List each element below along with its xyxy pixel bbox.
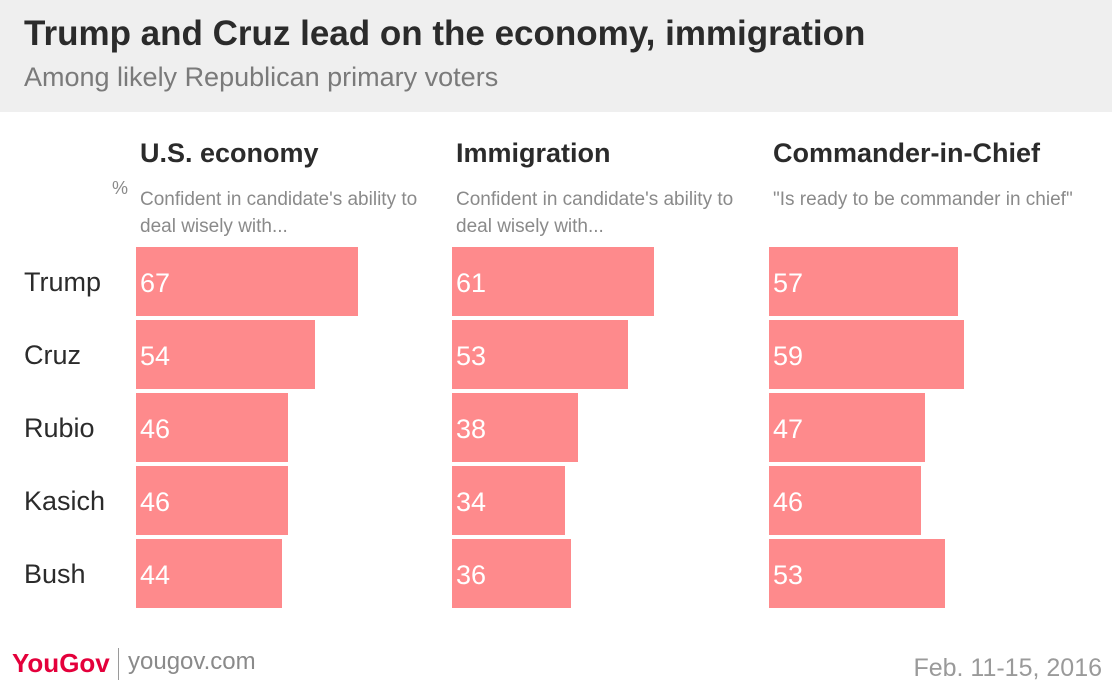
panel-title: U.S. economy <box>140 138 319 168</box>
row-label: Trump <box>24 267 102 297</box>
bar: 53 <box>452 320 628 389</box>
bar-value-label: 47 <box>773 414 804 444</box>
bar: 36 <box>452 539 571 608</box>
bar: 59 <box>769 320 964 389</box>
bar-value-label: 57 <box>773 268 804 298</box>
bar: 46 <box>136 393 288 462</box>
bar: 54 <box>136 320 315 389</box>
bar: 46 <box>136 466 288 535</box>
bar-value-label: 38 <box>456 414 487 444</box>
bar: 46 <box>769 466 921 535</box>
bar-value-label: 53 <box>773 560 804 590</box>
bar: 38 <box>452 393 578 462</box>
bar-value-label: 46 <box>140 487 171 517</box>
row-label: Bush <box>24 559 86 589</box>
bar: 53 <box>769 539 945 608</box>
chart-subtitle: Among likely Republican primary voters <box>24 62 499 92</box>
unit-label: % <box>112 178 129 198</box>
bar-value-label: 34 <box>456 487 487 517</box>
bar: 44 <box>136 539 282 608</box>
bar-value-label: 59 <box>773 341 804 371</box>
row-label: Rubio <box>24 413 95 443</box>
footer-site: yougov.com <box>128 648 256 675</box>
panel-description: Confident in candidate's ability to deal… <box>456 189 734 237</box>
bar: 57 <box>769 247 958 316</box>
bar-value-label: 67 <box>140 268 171 298</box>
bar-value-label: 61 <box>456 268 487 298</box>
bar-value-label: 44 <box>140 560 171 590</box>
bar-value-label: 54 <box>140 341 171 371</box>
panel: U.S. economy Confident in candidate's abi… <box>136 130 466 610</box>
bar: 67 <box>136 247 358 316</box>
panel: Commander-in-Chief "Is ready to be comman… <box>769 130 1099 610</box>
bar-value-label: 36 <box>456 560 487 590</box>
row-label: Cruz <box>24 340 82 370</box>
row-label: Kasich <box>24 486 106 516</box>
footer-date: Feb. 11-15, 2016 <box>913 654 1102 682</box>
header: Trump and Cruz lead on the economy, immi… <box>0 0 1112 112</box>
bar-value-label: 46 <box>773 487 804 517</box>
chart-title: Trump and Cruz lead on the economy, immi… <box>24 14 866 53</box>
footer-divider <box>118 648 119 680</box>
panel: Immigration Confident in candidate's abil… <box>452 130 782 610</box>
bar-value-label: 53 <box>456 341 487 371</box>
panel-title: Commander-in-Chief <box>773 138 1041 168</box>
panel-description: Confident in candidate's ability to deal… <box>140 189 418 237</box>
bar: 34 <box>452 466 565 535</box>
panel-description: "Is ready to be commander in chief" <box>773 189 1073 210</box>
panel-title: Immigration <box>456 138 611 168</box>
bar-value-label: 46 <box>140 414 171 444</box>
bar: 61 <box>452 247 654 316</box>
yougov-logo: YouGov <box>12 648 110 678</box>
bar: 47 <box>769 393 925 462</box>
